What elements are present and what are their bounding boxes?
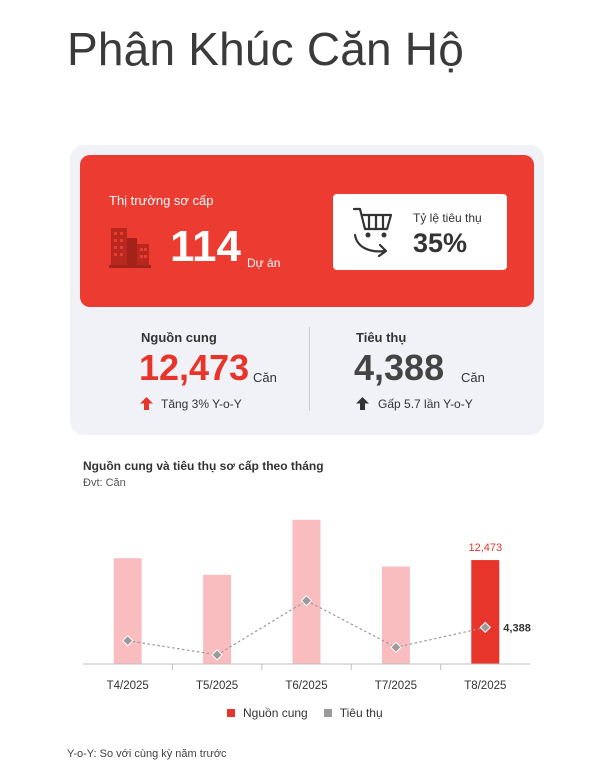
chart-title: Nguồn cung và tiêu thụ sơ cấp theo tháng <box>83 459 324 473</box>
sold-unit: Căn <box>461 370 485 385</box>
stats-divider <box>309 327 310 411</box>
chart-unit-label: Đvt: Căn <box>83 477 126 489</box>
legend-label-supply: Nguồn cung <box>243 706 308 720</box>
x-tick-label: T4/2025 <box>107 680 149 692</box>
bar-data-label: 12,473 <box>468 542 502 554</box>
sold-point-T7-2025 <box>390 641 402 654</box>
page-title: Phân Khúc Căn Hộ <box>67 23 465 75</box>
line-data-label: 4,388 <box>503 622 531 634</box>
absorption-rate-label: Tỷ lệ tiêu thụ <box>413 211 482 225</box>
legend-label-sold: Tiêu thụ <box>339 706 383 720</box>
sold-value: 4,388 <box>354 347 445 388</box>
arrow-up-icon <box>356 397 369 410</box>
bar-T8-2025 <box>471 560 500 664</box>
bar-T4-2025 <box>113 558 142 664</box>
sold-point-T5-2025 <box>211 649 223 661</box>
market-label: Thị trường sơ cấp <box>109 193 214 208</box>
x-tick-label: T7/2025 <box>375 680 417 692</box>
sold-point-T4-2025 <box>121 634 134 647</box>
supply-change: Tăng 3% Y-o-Y <box>161 397 242 411</box>
building-icon <box>109 228 151 268</box>
sold-point-T8-2025 <box>479 621 492 634</box>
sold-change: Gấp 5.7 lần Y-o-Y <box>378 397 473 411</box>
legend-swatch-sold <box>323 709 332 717</box>
project-unit: Dự án <box>247 256 281 270</box>
supply-value: 12,473 <box>139 347 250 388</box>
footnote: Y-o-Y: So với cùng kỳ năm trước <box>67 748 227 760</box>
supply-label: Nguồn cung <box>141 330 217 345</box>
chart-legend: Nguồn cung Tiêu thụ <box>227 706 399 720</box>
x-tick-label: T5/2025 <box>196 680 238 692</box>
sold-label: Tiêu thụ <box>356 330 407 345</box>
absorption-rate-box <box>333 194 507 270</box>
sold-point-T6-2025 <box>300 594 313 607</box>
legend-item-supply: Nguồn cung <box>227 706 308 720</box>
supply-unit: Căn <box>253 370 277 385</box>
legend-swatch-supply <box>227 709 235 717</box>
absorption-rate-value: 35% <box>413 228 468 258</box>
cart-icon <box>352 207 393 258</box>
arrow-up-icon <box>140 397 153 410</box>
x-tick-label: T6/2025 <box>285 680 327 692</box>
x-tick-label: T8/2025 <box>464 680 506 692</box>
legend-item-sold: Tiêu thụ <box>323 706 383 720</box>
project-count: 114 <box>170 222 241 271</box>
bar-T6-2025 <box>292 519 321 664</box>
